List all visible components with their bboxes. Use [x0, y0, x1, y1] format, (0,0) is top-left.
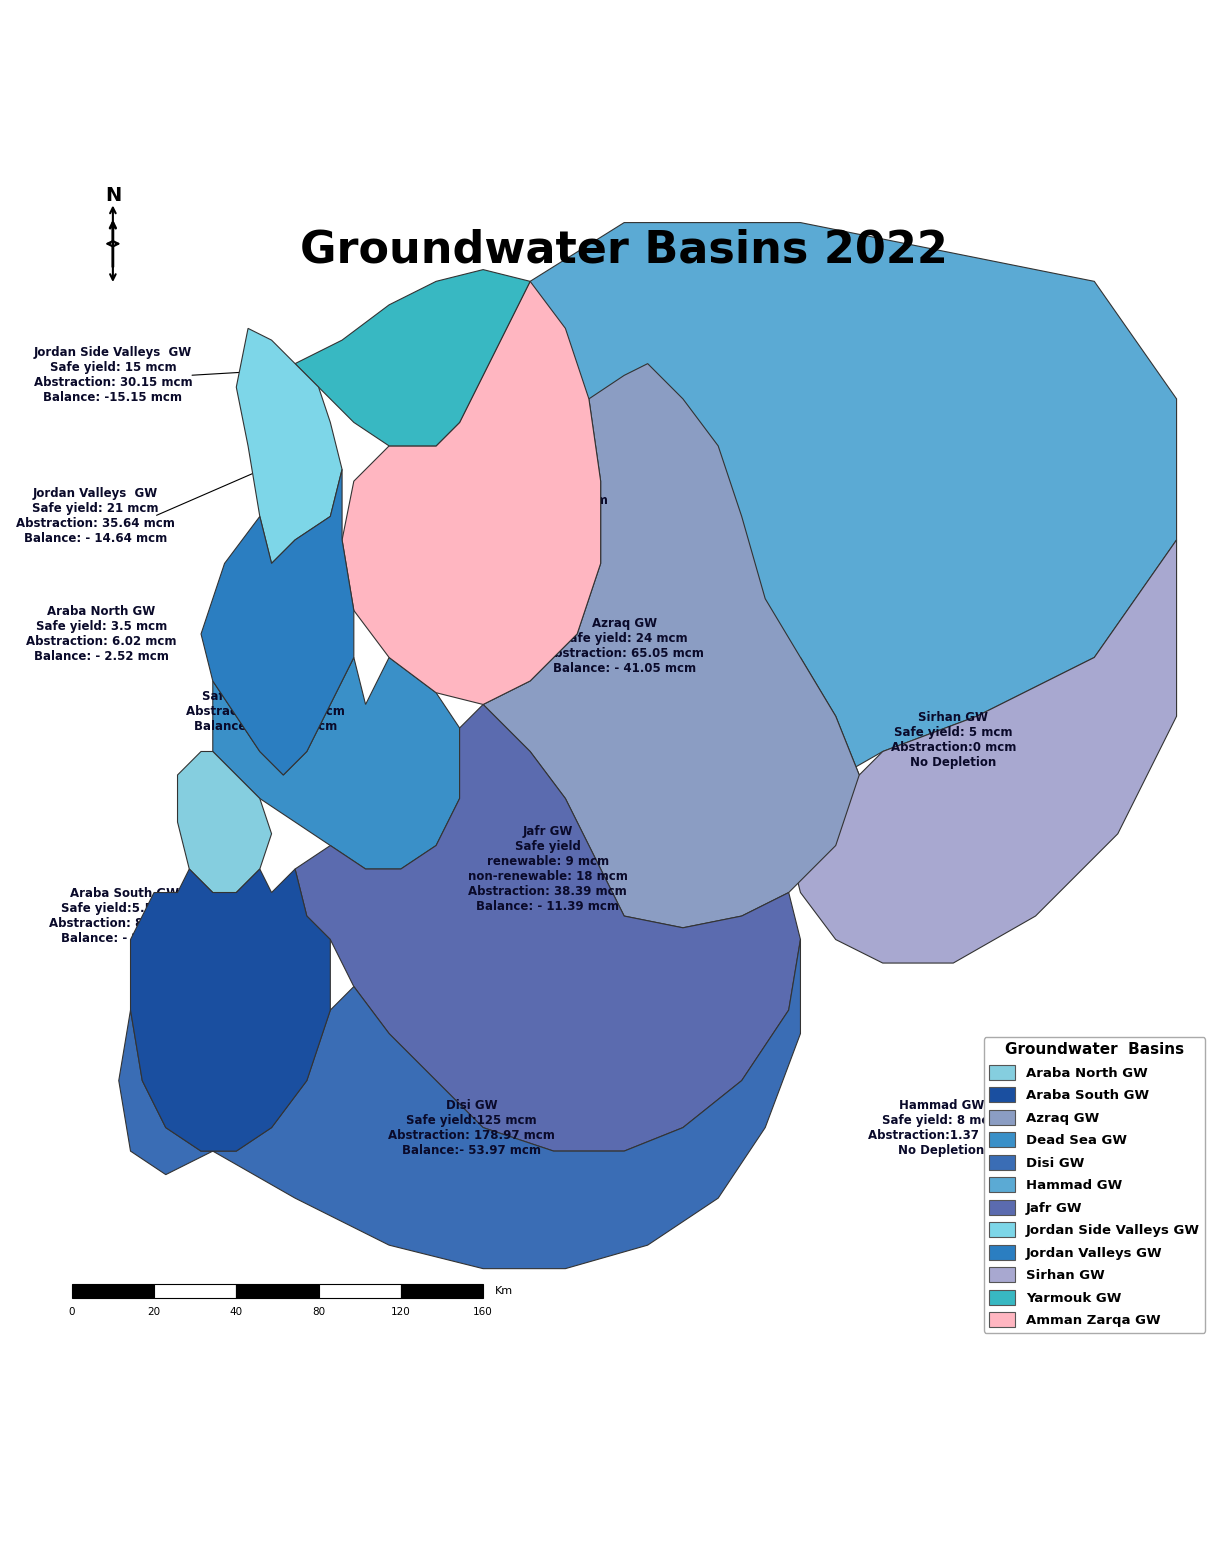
- Polygon shape: [342, 282, 601, 705]
- Text: Azraq GW
Safe yield: 24 mcm
Abstraction: 65.05 mcm
Balance: - 41.05 mcm: Azraq GW Safe yield: 24 mcm Abstraction:…: [545, 617, 704, 674]
- Bar: [401, 1283, 483, 1297]
- Polygon shape: [777, 539, 1177, 963]
- Text: Sirhan GW
Safe yield: 5 mcm
Abstraction:0 mcm
No Depletion: Sirhan GW Safe yield: 5 mcm Abstraction:…: [890, 711, 1015, 769]
- Text: N: N: [105, 186, 122, 205]
- Text: Araba South GW
Safe yield:5.5 mcm
Abstraction: 8.10 mcm
Balance: - 2.6 mcm: Araba South GW Safe yield:5.5 mcm Abstra…: [50, 887, 199, 946]
- Polygon shape: [236, 329, 342, 564]
- Text: 80: 80: [313, 1308, 325, 1318]
- Text: 20: 20: [147, 1308, 161, 1318]
- Bar: [236, 1283, 319, 1297]
- Text: Yarmouk GW
Safe yield: 40 mcm
Abstraction: 35.75 mcm
No Depletion: Yarmouk GW Safe yield: 40 mcm Abstractio…: [381, 299, 539, 358]
- Text: Jordan Side Valleys  GW
Safe yield: 15 mcm
Abstraction: 30.15 mcm
Balance: -15.1: Jordan Side Valleys GW Safe yield: 15 mc…: [34, 346, 192, 405]
- Text: Km: Km: [495, 1286, 513, 1296]
- Polygon shape: [178, 752, 271, 893]
- Text: Jordan Valleys  GW
Safe yield: 21 mcm
Abstraction: 35.64 mcm
Balance: - 14.64 mc: Jordan Valleys GW Safe yield: 21 mcm Abs…: [16, 487, 175, 546]
- Text: 120: 120: [392, 1308, 411, 1318]
- Text: 40: 40: [230, 1308, 243, 1318]
- Polygon shape: [201, 470, 354, 775]
- Polygon shape: [130, 870, 331, 1152]
- Bar: [319, 1283, 401, 1297]
- Polygon shape: [507, 223, 1177, 952]
- Text: Amman Zarqa GW
Safe yield: 87.5 mcm
Abstraction: 162.40 mcm
Balance: - 74.9 mcm: Amman Zarqa GW Safe yield: 87.5 mcm Abst…: [441, 463, 608, 522]
- Polygon shape: [213, 657, 460, 870]
- Text: Groundwater Basins 2022: Groundwater Basins 2022: [300, 228, 948, 271]
- Text: 0: 0: [68, 1308, 75, 1318]
- Bar: [72, 1283, 154, 1297]
- Text: Araba North GW
Safe yield: 3.5 mcm
Abstraction: 6.02 mcm
Balance: - 2.52 mcm: Araba North GW Safe yield: 3.5 mcm Abstr…: [26, 604, 176, 663]
- Text: Dead Sea GW
Safe yield: 57 mcm
Abstraction: 93.99 mcm
Balance: - 36.99 mcm: Dead Sea GW Safe yield: 57 mcm Abstracti…: [186, 676, 345, 733]
- Text: Disi GW
Safe yield:125 mcm
Abstraction: 178.97 mcm
Balance:- 53.97 mcm: Disi GW Safe yield:125 mcm Abstraction: …: [388, 1099, 554, 1156]
- Polygon shape: [295, 705, 800, 1152]
- Bar: [154, 1283, 236, 1297]
- Text: Jafr GW
Safe yield
renewable: 9 mcm
non-renewable: 18 mcm
Abstraction: 38.39 mcm: Jafr GW Safe yield renewable: 9 mcm non-…: [468, 825, 627, 913]
- Text: Hammad GW
Safe yield: 8 mcm
Abstraction:1.37 mcm
No Depletion: Hammad GW Safe yield: 8 mcm Abstraction:…: [868, 1099, 1014, 1156]
- Legend: Araba North GW, Araba South GW, Azraq GW, Dead Sea GW, Disi GW, Hammad GW, Jafr : Araba North GW, Araba South GW, Azraq GW…: [984, 1037, 1205, 1333]
- Polygon shape: [295, 270, 530, 446]
- Text: 160: 160: [473, 1308, 492, 1318]
- Polygon shape: [119, 939, 800, 1268]
- Polygon shape: [483, 364, 860, 928]
